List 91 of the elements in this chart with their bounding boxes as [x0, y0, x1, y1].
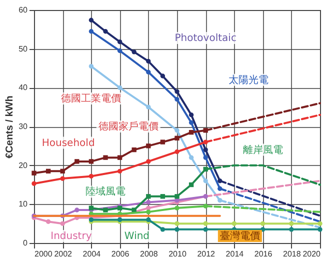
- annotation: 德國家戶電價: [98, 120, 158, 132]
- point: [188, 155, 194, 160]
- point: [188, 182, 194, 188]
- point: [132, 50, 136, 54]
- point: [46, 219, 51, 224]
- x-tick-label: 2002: [54, 250, 73, 258]
- point: [146, 58, 151, 64]
- point: [188, 120, 194, 125]
- y-tick-label: 30: [18, 122, 28, 131]
- point: [289, 227, 294, 232]
- x-tick-label: 2004: [82, 250, 102, 258]
- annotation: Wind: [124, 231, 150, 242]
- point: [60, 221, 65, 226]
- point: [117, 168, 122, 174]
- point: [174, 96, 180, 102]
- point: [132, 147, 136, 152]
- y-tick-label: 20: [18, 160, 28, 170]
- x-tick-label: 2000: [34, 250, 53, 258]
- y-tick-label: 60: [18, 6, 28, 14]
- y-axis-title: €Cents / kWh: [4, 96, 16, 158]
- point: [103, 155, 108, 160]
- point: [132, 208, 136, 212]
- point: [146, 194, 151, 199]
- annotation: Industry: [50, 231, 92, 242]
- point: [117, 48, 122, 54]
- point: [174, 149, 180, 154]
- point: [188, 130, 194, 135]
- annotation: 德國工業電價: [61, 92, 122, 105]
- point: [318, 227, 322, 232]
- point: [146, 104, 151, 110]
- point: [146, 70, 151, 74]
- annotation: Photovoltaic: [174, 32, 236, 44]
- point: [174, 89, 180, 94]
- point: [46, 168, 51, 174]
- y-tick-label: 10: [18, 200, 28, 209]
- point: [60, 176, 65, 181]
- x-tick-label: 2006: [111, 250, 130, 258]
- point: [160, 227, 166, 232]
- point: [174, 136, 180, 140]
- y-tick-label: 50: [18, 44, 28, 54]
- point: [146, 159, 151, 164]
- point: [60, 168, 65, 174]
- point: [146, 210, 151, 214]
- point: [203, 227, 208, 232]
- y-tick-label: 0: [23, 238, 28, 248]
- annotation: 臺灣電價: [220, 230, 260, 242]
- annotation: 太陽光電: [228, 74, 268, 86]
- point: [74, 208, 80, 212]
- point: [117, 40, 122, 44]
- point: [117, 85, 122, 90]
- point: [174, 128, 180, 133]
- point: [174, 194, 180, 199]
- point: [203, 178, 208, 184]
- point: [289, 221, 294, 226]
- point: [32, 181, 36, 186]
- point: [146, 144, 151, 148]
- point: [103, 29, 108, 34]
- point: [88, 159, 94, 164]
- point: [160, 140, 166, 144]
- point: [88, 174, 94, 179]
- point: [117, 155, 122, 160]
- point: [74, 159, 80, 164]
- annotation: Household: [42, 138, 95, 149]
- point: [88, 29, 94, 34]
- x-tick-label: 2008: [140, 250, 158, 258]
- point: [203, 147, 208, 152]
- point: [203, 155, 208, 160]
- x-tick-label: 2014: [226, 250, 244, 258]
- point: [174, 227, 180, 232]
- point: [174, 221, 180, 226]
- point: [318, 221, 322, 226]
- point: [88, 18, 94, 22]
- point: [103, 208, 108, 212]
- annotation: 陸域風電: [86, 186, 126, 198]
- point: [188, 112, 194, 118]
- x-tick-label: 2016: [254, 250, 273, 258]
- x-tick-label: 2020: [302, 250, 322, 258]
- x-tick-label: 2018: [283, 250, 302, 258]
- point: [203, 221, 208, 226]
- point: [174, 206, 180, 210]
- point: [32, 170, 36, 176]
- point: [146, 200, 151, 205]
- x-tick-label: 2010: [168, 250, 187, 258]
- x-tick-label: 2012: [197, 250, 216, 258]
- point: [232, 221, 237, 226]
- point: [160, 194, 166, 199]
- point: [88, 64, 94, 69]
- point: [260, 221, 266, 226]
- y-tick-label: 40: [18, 83, 28, 92]
- point: [160, 74, 166, 78]
- annotation: 離岸風電: [242, 144, 283, 156]
